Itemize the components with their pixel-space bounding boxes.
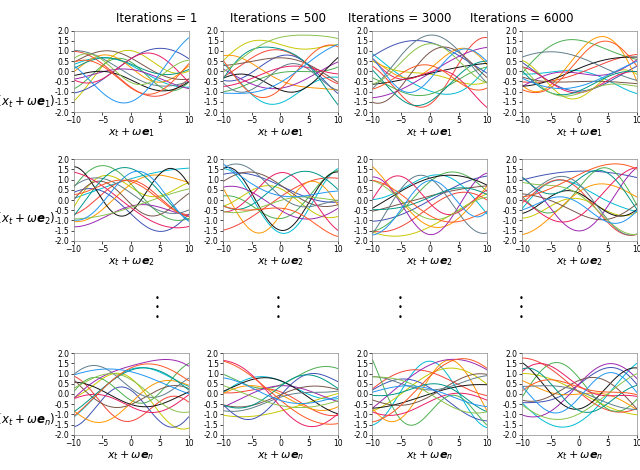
X-axis label: $x_t+\omega\boldsymbol{e}_1$: $x_t+\omega\boldsymbol{e}_1$ <box>406 126 454 140</box>
X-axis label: $x_t+\omega\boldsymbol{e}_2$: $x_t+\omega\boldsymbol{e}_2$ <box>108 255 155 268</box>
X-axis label: $x_t+\omega\boldsymbol{e}_1$: $x_t+\omega\boldsymbol{e}_1$ <box>257 126 304 140</box>
Text: $\psi(x_t+\omega\boldsymbol{e}_n)$: $\psi(x_t+\omega\boldsymbol{e}_n)$ <box>0 411 56 428</box>
X-axis label: $x_t+\omega\boldsymbol{e}_n$: $x_t+\omega\boldsymbol{e}_n$ <box>406 449 454 462</box>
Text: •: • <box>519 303 524 313</box>
Text: •: • <box>519 294 524 303</box>
X-axis label: $x_t+\omega\boldsymbol{e}_2$: $x_t+\omega\boldsymbol{e}_2$ <box>257 255 304 268</box>
X-axis label: $x_t+\omega\boldsymbol{e}_n$: $x_t+\omega\boldsymbol{e}_n$ <box>556 449 603 462</box>
X-axis label: $x_t+\omega\boldsymbol{e}_2$: $x_t+\omega\boldsymbol{e}_2$ <box>556 255 603 268</box>
Text: •: • <box>519 313 524 322</box>
X-axis label: $x_t+\omega\boldsymbol{e}_1$: $x_t+\omega\boldsymbol{e}_1$ <box>556 126 603 140</box>
Text: •: • <box>397 313 403 322</box>
X-axis label: $x_t+\omega\boldsymbol{e}_1$: $x_t+\omega\boldsymbol{e}_1$ <box>108 126 155 140</box>
Text: $\psi(x_t+\omega\boldsymbol{e}_1)$: $\psi(x_t+\omega\boldsymbol{e}_1)$ <box>0 93 56 110</box>
Text: Iterations = 500: Iterations = 500 <box>230 12 326 25</box>
Text: •: • <box>397 294 403 303</box>
Text: Iterations = 3000: Iterations = 3000 <box>348 12 452 25</box>
Text: Iterations = 1: Iterations = 1 <box>116 12 198 25</box>
Text: •: • <box>276 294 281 303</box>
X-axis label: $x_t+\omega\boldsymbol{e}_n$: $x_t+\omega\boldsymbol{e}_n$ <box>108 449 155 462</box>
Text: Iterations = 6000: Iterations = 6000 <box>470 12 573 25</box>
Text: •: • <box>276 303 281 313</box>
Text: •: • <box>397 303 403 313</box>
Text: $\psi(x_t+\omega\boldsymbol{e}_2)$: $\psi(x_t+\omega\boldsymbol{e}_2)$ <box>0 210 56 227</box>
Text: •: • <box>276 313 281 322</box>
X-axis label: $x_t+\omega\boldsymbol{e}_n$: $x_t+\omega\boldsymbol{e}_n$ <box>257 449 304 462</box>
X-axis label: $x_t+\omega\boldsymbol{e}_2$: $x_t+\omega\boldsymbol{e}_2$ <box>406 255 453 268</box>
Text: •: • <box>154 303 159 313</box>
Text: •: • <box>154 294 159 303</box>
Text: •: • <box>154 313 159 322</box>
